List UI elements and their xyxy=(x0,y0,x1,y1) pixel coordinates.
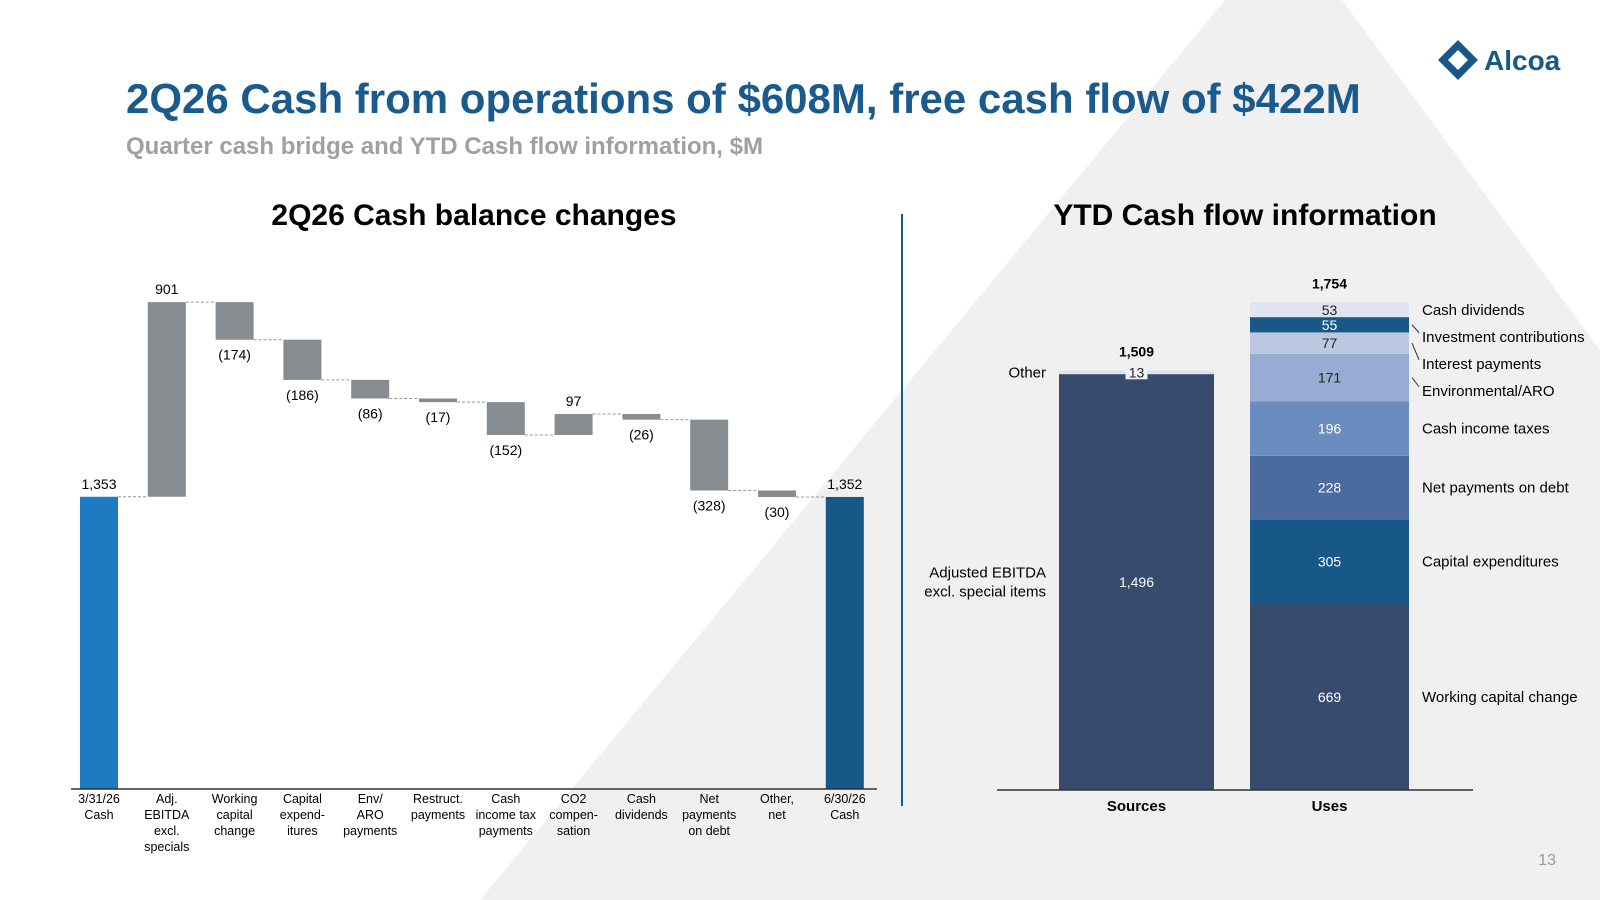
bar-segment xyxy=(1250,317,1409,333)
series-label: Net payments on debt xyxy=(1422,480,1570,497)
page-number: 13 xyxy=(1538,852,1556,869)
logo-text: Alcoa xyxy=(1484,45,1561,76)
data-label: (30) xyxy=(765,504,790,520)
x-tick-label: Sources xyxy=(1107,798,1166,815)
x-tick-label: 3/31/26 Cash xyxy=(78,792,120,822)
data-label: (17) xyxy=(426,409,451,425)
data-label: 1,496 xyxy=(1119,574,1154,590)
leader-line xyxy=(1411,324,1420,334)
data-label: 171 xyxy=(1318,370,1342,386)
x-tick-label: Capital expend-itures xyxy=(280,792,325,838)
bar-segment xyxy=(1250,455,1409,520)
data-label: 228 xyxy=(1318,480,1342,496)
x-tick-label: Cash dividends xyxy=(615,792,668,822)
slide-subtitle: Quarter cash bridge and YTD Cash flow in… xyxy=(126,133,763,160)
data-label: 53 xyxy=(1322,302,1338,318)
data-label: 196 xyxy=(1318,421,1342,437)
bar xyxy=(419,398,457,403)
x-tick-label: Env/ARO payments xyxy=(343,792,397,838)
data-label: (86) xyxy=(358,405,383,421)
chart-title: 2Q26 Cash balance changes xyxy=(271,199,676,232)
series-label: Other xyxy=(1008,364,1046,381)
x-tick-label: Uses xyxy=(1312,798,1348,815)
series-label: Interest payments xyxy=(1422,356,1541,373)
x-tick-label: Other, net xyxy=(760,792,794,822)
series-label: Cash dividends xyxy=(1422,302,1525,319)
logo-icon-cut xyxy=(1448,50,1468,70)
leader-line xyxy=(1411,377,1420,388)
bar xyxy=(486,402,525,435)
bar xyxy=(690,419,729,491)
bar xyxy=(147,302,186,497)
total-label: 1,754 xyxy=(1312,275,1347,291)
series-label: Investment contributions xyxy=(1422,329,1585,346)
slide-title: 2Q26 Cash from operations of $608M, free… xyxy=(126,75,1361,122)
stacked-bar-chart: YTD Cash flow information 1,496 13 Other Adj… xyxy=(924,199,1584,815)
bar-segment xyxy=(1250,604,1409,790)
data-label: 55 xyxy=(1322,317,1338,333)
data-label: 1,353 xyxy=(81,476,116,492)
leader-line xyxy=(1411,342,1420,360)
label-bg xyxy=(1125,363,1148,380)
bar xyxy=(554,414,593,435)
series-label: Working capital change xyxy=(1422,689,1578,706)
data-label: (26) xyxy=(629,427,654,443)
series-label: Cash income taxes xyxy=(1422,421,1550,438)
data-label: (328) xyxy=(693,497,726,513)
data-label: 77 xyxy=(1322,335,1338,351)
bar xyxy=(283,339,322,380)
bar-segment xyxy=(1250,353,1409,402)
data-label: 305 xyxy=(1318,554,1342,570)
series-label: Capital expenditures xyxy=(1422,554,1559,571)
bar-segment xyxy=(1250,302,1409,318)
data-label: (152) xyxy=(489,442,522,458)
bar-segment xyxy=(1250,332,1409,354)
data-label: 669 xyxy=(1318,689,1342,705)
x-tick-label: Cash income tax payments xyxy=(476,792,537,838)
x-tick-label: Adj. EBITDA excl. specials xyxy=(144,792,190,854)
x-tick-label: CO2 compen-sation xyxy=(549,792,598,838)
data-label: 13 xyxy=(1129,364,1145,380)
bar xyxy=(825,496,864,789)
series-label: Environmental/ARO xyxy=(1422,383,1555,400)
bar-segment xyxy=(1250,519,1409,605)
data-label: 97 xyxy=(566,393,582,409)
bar-segment xyxy=(1059,374,1214,790)
data-label: 901 xyxy=(155,281,179,297)
x-tick-label: Net payments on debt xyxy=(682,792,736,838)
series-label: Adjusted EBITDA excl. special items xyxy=(924,565,1046,601)
bar xyxy=(215,302,254,340)
x-tick-label: 6/30/26 Cash xyxy=(824,792,866,822)
total-label: 1,509 xyxy=(1119,343,1154,359)
data-label: (186) xyxy=(286,387,319,403)
data-label: (174) xyxy=(218,347,251,363)
bar xyxy=(622,414,661,420)
x-tick-label: Working capital change xyxy=(212,792,258,838)
data-label: 1,352 xyxy=(827,476,862,492)
chart-title: YTD Cash flow information xyxy=(1053,199,1436,232)
logo: Alcoa xyxy=(1438,40,1561,80)
bar-segment xyxy=(1250,401,1409,456)
x-tick-label: Restruct. payments xyxy=(411,792,465,822)
bar xyxy=(351,379,390,399)
bar xyxy=(758,490,796,497)
waterfall-chart: 2Q26 Cash balance changes 1,353 3/31/26 Cas… xyxy=(71,199,877,854)
bar xyxy=(80,496,118,789)
